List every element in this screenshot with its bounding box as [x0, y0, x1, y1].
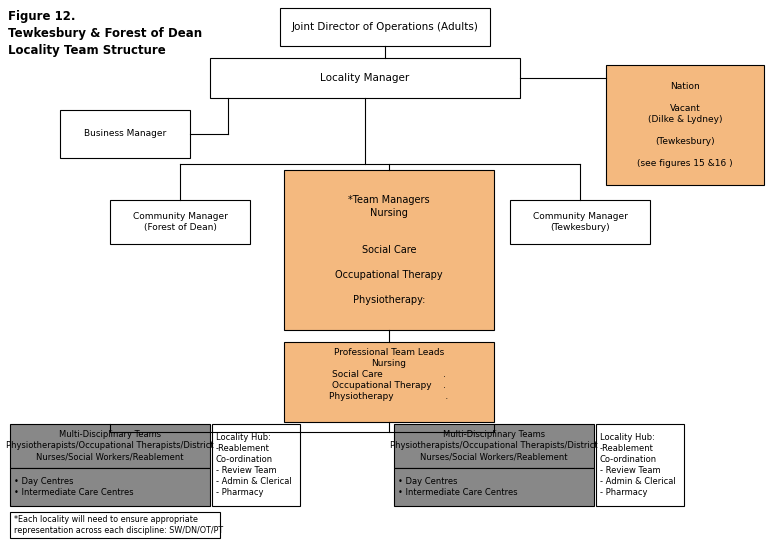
Text: Multi-Disciplinary Teams
Physiotherapists/Occupational Therapists/District
Nurse: Multi-Disciplinary Teams Physiotherapist…	[6, 430, 214, 462]
FancyBboxPatch shape	[10, 424, 210, 468]
Text: • Day Centres
• Intermediate Care Centres: • Day Centres • Intermediate Care Centre…	[14, 477, 133, 497]
Text: Multi-Disciplinary Teams
Physiotherapists/Occupational Therapists/District
Nurse: Multi-Disciplinary Teams Physiotherapist…	[390, 430, 597, 462]
FancyBboxPatch shape	[394, 424, 594, 468]
Text: Professional Team Leads
Nursing
Social Care                     .
Occupational T: Professional Team Leads Nursing Social C…	[329, 348, 448, 401]
Text: Nation

Vacant
(Dilke & Lydney)

(Tewkesbury)

(see figures 15 &16 ): Nation Vacant (Dilke & Lydney) (Tewkesbu…	[637, 82, 733, 168]
FancyBboxPatch shape	[110, 200, 250, 244]
FancyBboxPatch shape	[10, 512, 220, 538]
FancyBboxPatch shape	[280, 8, 490, 46]
Text: • Day Centres
• Intermediate Care Centres: • Day Centres • Intermediate Care Centre…	[398, 477, 518, 497]
FancyBboxPatch shape	[606, 65, 764, 185]
Text: Figure 12.
Tewkesbury & Forest of Dean
Locality Team Structure: Figure 12. Tewkesbury & Forest of Dean L…	[8, 10, 202, 57]
FancyBboxPatch shape	[284, 170, 494, 330]
Text: Locality Manager: Locality Manager	[321, 73, 410, 83]
FancyBboxPatch shape	[60, 110, 190, 158]
Text: Locality Hub:
-Reablement
Co-ordination
- Review Team
- Admin & Clerical
- Pharm: Locality Hub: -Reablement Co-ordination …	[600, 433, 675, 497]
FancyBboxPatch shape	[394, 468, 594, 506]
FancyBboxPatch shape	[510, 200, 650, 244]
Text: Community Manager
(Forest of Dean): Community Manager (Forest of Dean)	[133, 212, 228, 232]
FancyBboxPatch shape	[10, 468, 210, 506]
Text: *Team Managers
Nursing


Social Care

Occupational Therapy

Physiotherapy:: *Team Managers Nursing Social Care Occup…	[335, 195, 443, 305]
FancyBboxPatch shape	[212, 424, 300, 506]
Text: Business Manager: Business Manager	[84, 130, 166, 138]
Text: Joint Director of Operations (Adults): Joint Director of Operations (Adults)	[292, 22, 478, 32]
FancyBboxPatch shape	[596, 424, 684, 506]
Text: Locality Hub:
-Reablement
Co-ordination
- Review Team
- Admin & Clerical
- Pharm: Locality Hub: -Reablement Co-ordination …	[216, 433, 292, 497]
Text: Community Manager
(Tewkesbury): Community Manager (Tewkesbury)	[533, 212, 627, 232]
FancyBboxPatch shape	[210, 58, 520, 98]
Text: *Each locality will need to ensure appropriate
representation across each discip: *Each locality will need to ensure appro…	[14, 515, 223, 535]
FancyBboxPatch shape	[284, 342, 494, 422]
